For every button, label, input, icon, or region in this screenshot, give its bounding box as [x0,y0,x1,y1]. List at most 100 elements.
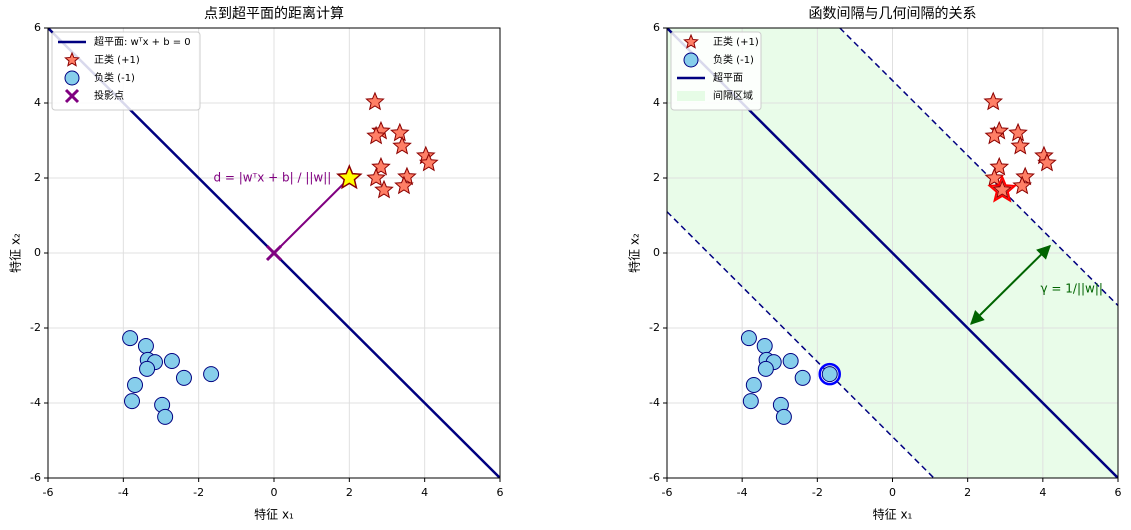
legend-label: 负类 (-1) [713,53,754,66]
y-tick-label: 4 [34,96,41,109]
legend-label: 投影点 [94,89,124,102]
plot-frame [666,27,1119,479]
circle-point [821,366,838,383]
star-point [983,91,1004,111]
support-vector [987,174,1018,203]
circle-point [683,52,699,68]
star-point [366,167,386,187]
distance-label: d = |wᵀx + b| / ||w|| [213,171,331,185]
circle-point [756,338,773,354]
circle-point [745,377,762,393]
star-point [1015,166,1035,186]
y-tick-label: 2 [34,171,41,184]
star-point [984,167,1005,187]
chart-title: 点到超平面的距离计算 [204,5,344,22]
star-point [1010,135,1031,155]
circle-point [127,377,144,393]
y-axis-label: 特征 x₂ [8,233,23,273]
gamma-arrow [970,244,1051,325]
x-stroke [265,244,283,262]
star-point [683,33,699,49]
circle-point [775,408,792,425]
star-point [397,166,417,186]
x-tick-label: 6 [1115,486,1122,499]
legend-label: 间隔区域 [713,89,753,102]
x-axis-label: 特征 x₁ [254,507,294,522]
support-vector [818,362,841,386]
y-tick-label: -4 [30,396,41,409]
circle-point [64,70,80,86]
y-tick-label: 4 [653,96,660,109]
target-point [336,164,363,190]
y-tick-label: 6 [34,21,41,34]
circle-point [175,369,192,386]
circle-point [137,338,154,354]
x-tick-label: -4 [737,486,748,499]
y-tick-label: -2 [30,321,41,334]
star-point [1012,175,1032,195]
legend-label: 正类 (+1) [94,53,140,66]
chart-title: 函数间隔与几何间隔的关系 [809,6,977,22]
x-tick-label: 4 [421,486,428,499]
y-tick-label: 2 [653,171,660,184]
x-tick-label: -6 [43,486,54,499]
circle-point [782,353,799,369]
y-tick-label: -6 [30,471,41,484]
margin-line [667,211,935,478]
circle-point [740,330,757,347]
star-point [1037,152,1057,172]
x-point [265,244,283,262]
star-point [992,179,1013,199]
margin-line [839,28,1118,307]
plot-area [667,28,1118,478]
circle-point [742,393,759,410]
x-tick-label: -6 [662,486,673,499]
circle-point [123,393,140,410]
x-tick-label: 0 [271,486,278,499]
star-point [392,135,412,155]
y-tick-label: -4 [649,396,660,409]
y-tick-label: 0 [653,246,660,259]
star-point [374,179,394,199]
legend-label: 超平面 [713,71,743,84]
circle-point [757,360,774,377]
y-tick-label: -2 [649,321,660,334]
y-axis-label: 特征 x₂ [627,233,642,273]
circle-point [203,366,220,383]
gamma-label: γ = 1/||w|| [1041,281,1103,295]
x-tick-label: 0 [889,486,896,499]
star-point [394,175,414,195]
legend: 超平面: wᵀx + b = 0 正类 (+1) 负类 (-1) 投影点 [51,31,201,111]
circle-point [794,369,811,386]
star-point [64,51,80,67]
star-point [366,125,386,145]
x-tick-label: 6 [497,486,504,499]
legend-box [670,31,762,111]
x-tick-label: -2 [193,486,204,499]
circle-point [163,353,180,369]
legend-label: 超平面: wᵀx + b = 0 [94,35,191,48]
x-tick-label: 2 [964,486,971,499]
star-point [984,125,1005,145]
star-point [419,152,439,172]
legend-label: 负类 (-1) [94,71,135,84]
x-stroke [64,88,80,104]
circle-point [139,360,156,377]
legend-label: 正类 (+1) [713,35,759,48]
x-tick-label: 2 [346,486,353,499]
y-tick-label: 0 [34,246,41,259]
x-tick-label: 4 [1039,486,1046,499]
star-point [365,91,385,111]
y-tick-label: 6 [653,21,660,34]
legend-swatch [677,91,705,101]
plot-frame [47,27,501,479]
y-tick-label: -6 [649,471,660,484]
circle-point [122,330,139,347]
star-point [390,122,410,142]
x-tick-label: -2 [812,486,823,499]
x-axis-label: 特征 x₁ [873,507,913,522]
legend-box [51,31,201,111]
distance-line [273,177,351,254]
